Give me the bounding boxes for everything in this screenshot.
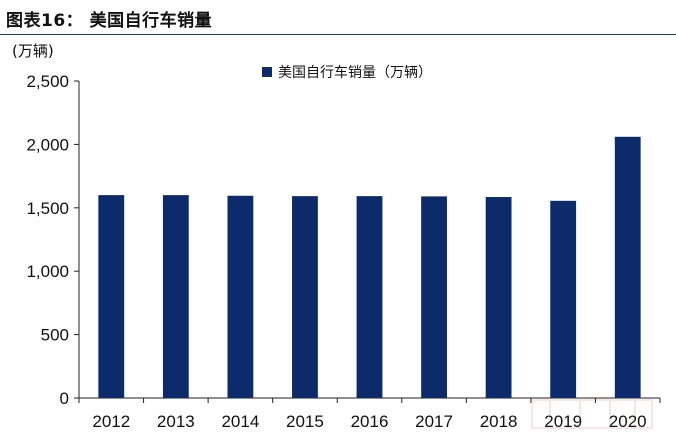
x-tick-label: 2019 <box>544 412 582 431</box>
figure-title: 图表16： 美国自行车销量 <box>6 11 213 31</box>
x-tick-label: 2020 <box>609 412 647 431</box>
y-tick-label: 0 <box>60 389 69 408</box>
bar <box>485 197 512 398</box>
bar <box>550 200 577 398</box>
bar <box>356 196 383 398</box>
x-tick-label: 2013 <box>157 412 195 431</box>
legend-label: 美国自行车销量（万辆） <box>278 64 432 81</box>
x-axis: 2012 2013 2014 2015 2016 2017 2018 2019 2020 <box>78 397 661 431</box>
y-axis: 0 500 1,000 1,500 2,000 2,500 <box>26 72 80 408</box>
y-tick-label: 2,000 <box>26 135 69 154</box>
bar <box>162 195 189 398</box>
bar <box>292 196 318 398</box>
y-tick-label: 2,500 <box>26 72 69 91</box>
y-tick-label: 1,000 <box>26 262 69 281</box>
legend: 美国自行车销量（万辆） <box>262 64 432 81</box>
legend-swatch <box>262 67 272 77</box>
x-tick-label: 2012 <box>92 412 130 431</box>
y-tick-label: 500 <box>41 326 69 345</box>
bar <box>614 136 641 399</box>
y-tick-label: 1,500 <box>26 199 69 218</box>
bar <box>421 196 447 398</box>
x-tick-label: 2014 <box>221 412 259 431</box>
bar <box>98 195 125 398</box>
x-tick-label: 2017 <box>415 412 453 431</box>
bar-series <box>98 136 641 399</box>
bar <box>227 195 254 398</box>
x-tick-label: 2015 <box>286 412 324 431</box>
watermark-logo <box>531 399 653 429</box>
title-divider <box>0 34 676 35</box>
y-axis-unit-label: (万辆) <box>12 42 54 60</box>
x-tick-label: 2018 <box>480 412 518 431</box>
x-tick-label: 2016 <box>351 412 389 431</box>
